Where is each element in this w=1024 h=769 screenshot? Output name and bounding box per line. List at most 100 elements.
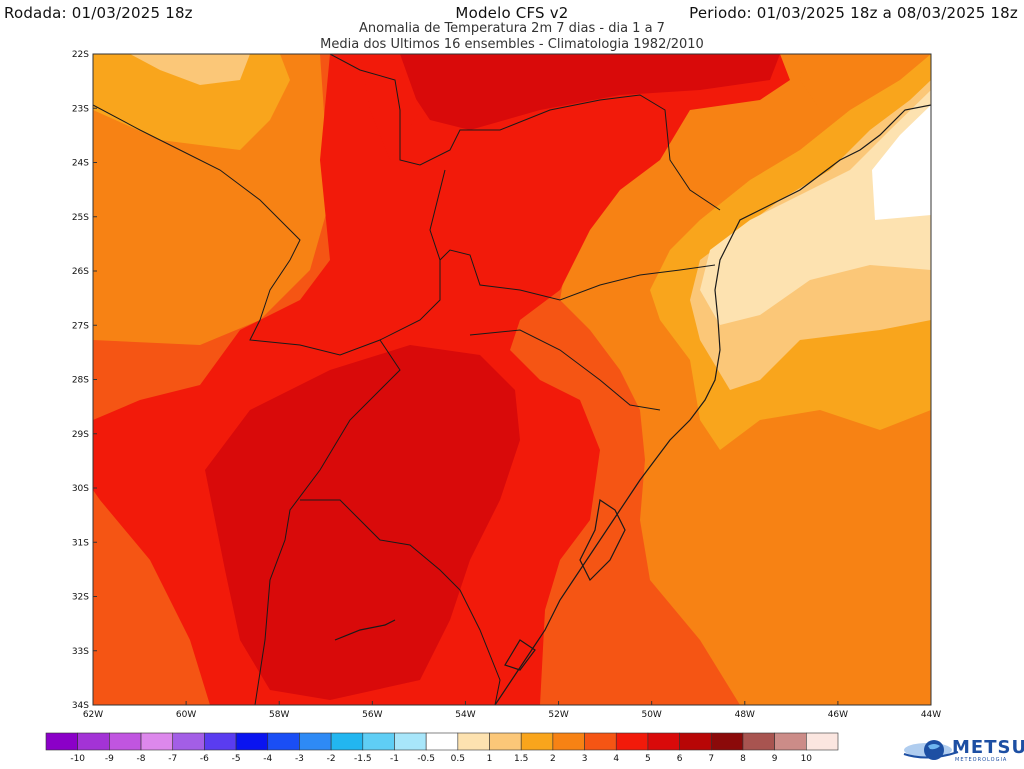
lon-tick-label: 50W: [641, 710, 661, 720]
colorbar-swatch: [679, 732, 712, 751]
metsul-logo-text: METSUL: [952, 737, 1024, 758]
lon-tick-label: 52W: [548, 710, 568, 720]
lon-tick-label: 44W: [921, 710, 941, 720]
lat-tick-label: 32S: [72, 593, 89, 603]
colorbar-label: 4: [613, 754, 619, 764]
colorbar-label: -9: [105, 754, 114, 764]
anomaly-4-5-north-tongue: [360, 54, 420, 160]
lat-tick-label: 22S: [72, 50, 89, 60]
colorbar-label: -10: [70, 754, 85, 764]
globe-logo-icon: [903, 740, 959, 760]
lat-tick-label: 26S: [72, 267, 89, 277]
colorbar-label: 2: [550, 754, 556, 764]
colorbar-swatch: [330, 732, 364, 751]
colorbar-label: 6: [677, 754, 683, 764]
colorbar-swatch: [140, 732, 174, 751]
colorbar-swatch: [584, 732, 617, 751]
colorbar-label: 9: [772, 754, 778, 764]
lagoa-dos-patos: [579, 498, 626, 582]
colorbar-label: -2: [327, 754, 336, 764]
colorbar-label: -7: [168, 754, 177, 764]
colorbar-swatch: [172, 732, 205, 751]
axis-ticks: 22S23S24S25S26S27S28S29S30S31S32S33S34S6…: [72, 50, 941, 720]
colorbar-swatch: [457, 732, 490, 751]
country-borders: [93, 54, 721, 705]
lat-tick-label: 29S: [72, 430, 89, 440]
colorbar-label: -4: [263, 754, 272, 764]
colorbar-swatch: [806, 732, 839, 751]
map-subtitle-1: Anomalia de Temperatura 2m 7 dias - dia …: [359, 21, 665, 36]
colorbar-swatch: [45, 732, 78, 751]
lat-tick-label: 33S: [72, 647, 89, 657]
colorbar-label: 5: [645, 754, 651, 764]
lon-tick-label: 54W: [455, 710, 475, 720]
colorbar-swatch: [394, 732, 427, 751]
atlantic-coastline: [494, 104, 931, 705]
colorbar-label: -8: [137, 754, 146, 764]
parana-river-line: [429, 169, 446, 261]
colorbar-label: 10: [801, 754, 813, 764]
uruguay-river-border: [254, 339, 401, 705]
lat-tick-label: 30S: [72, 484, 89, 494]
lat-tick-label: 24S: [72, 159, 89, 169]
colorbar-label: 0.5: [451, 754, 465, 764]
colorbar-swatch: [615, 732, 649, 751]
colorbar-label: 1: [487, 754, 493, 764]
colorbar-swatch: [742, 732, 775, 751]
colorbar-swatch: [235, 732, 269, 751]
map-subtitle-2: Media dos Ultimos 16 ensembles - Climato…: [320, 37, 704, 52]
colorbar-swatch: [520, 732, 554, 751]
lagoa-mirim: [504, 639, 536, 671]
lat-tick-label: 34S: [72, 701, 89, 711]
colorbar-labels: -10 -9 -8 -7 -6 -5 -4 -3 -2 -1.5 -1 -0.5 0.5 1 1.5 2 3 4 5…: [70, 754, 812, 764]
anomaly-0.5-1-region: [700, 90, 931, 325]
colorbar-label: -5: [232, 754, 241, 764]
lon-tick-label: 60W: [176, 710, 196, 720]
rio-negro-reservoir: [334, 619, 396, 641]
anomaly-1-1.5-nw-region: [130, 54, 250, 85]
colorbar-swatch: [489, 732, 522, 751]
lat-tick-label: 31S: [72, 538, 89, 548]
lon-tick-label: 62W: [83, 710, 103, 720]
metsul-logo-subtext: METEOROLOGIA: [955, 757, 1008, 763]
colorbar-label: -1.5: [354, 754, 372, 764]
lat-tick-label: 23S: [72, 104, 89, 114]
model-title: Modelo CFS v2: [455, 4, 569, 22]
lon-tick-label: 46W: [828, 710, 848, 720]
lat-tick-label: 28S: [72, 376, 89, 386]
colorbar-swatch: [552, 732, 585, 751]
colorbar-label: 8: [740, 754, 746, 764]
uruguay-brazil-border: [300, 499, 501, 705]
lat-tick-label: 27S: [72, 321, 89, 331]
colorbar-label: 7: [708, 754, 714, 764]
colorbar-swatch: [204, 732, 237, 751]
colorbar-swatch: [425, 732, 459, 751]
colorbar-label: -3: [295, 754, 304, 764]
anomaly-near-zero-region: [872, 105, 931, 220]
period-label: Periodo: 01/03/2025 18z a 08/03/2025 18z: [689, 4, 1018, 22]
colorbar-swatch: [710, 732, 744, 751]
lon-tick-label: 56W: [362, 710, 382, 720]
colorbar-swatch: [362, 732, 395, 751]
colorbar-swatch: [774, 732, 807, 751]
lon-tick-label: 58W: [269, 710, 289, 720]
colorbar-label: 3: [582, 754, 588, 764]
colorbar-label: -6: [200, 754, 209, 764]
rs-sc-border: [469, 329, 661, 411]
run-date-label: Rodada: 01/03/2025 18z: [4, 4, 193, 22]
colorbar-swatch: [77, 732, 110, 751]
colorbar-label: 1.5: [514, 754, 528, 764]
lon-tick-label: 48W: [735, 710, 755, 720]
lat-tick-label: 25S: [72, 213, 89, 223]
colorbar-swatch: [109, 732, 142, 751]
colorbar-label: -1: [390, 754, 399, 764]
colorbar-swatch: [267, 732, 300, 751]
colorbar-label: -0.5: [417, 754, 435, 764]
parana-border: [329, 54, 721, 211]
colorbar-swatch: [299, 732, 332, 751]
colorbar-swatch: [647, 732, 680, 751]
coastline: [334, 104, 931, 705]
anomaly-contours: [93, 54, 931, 705]
